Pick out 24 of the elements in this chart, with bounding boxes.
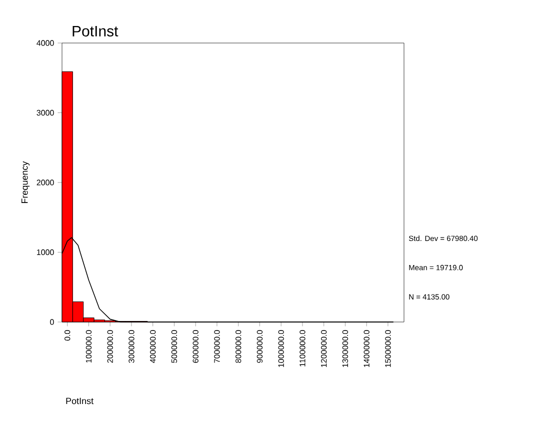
y-tick-label: 0: [50, 319, 54, 325]
x-tick-label: 500000.0: [171, 330, 178, 363]
x-tick-label: 600000.0: [192, 330, 198, 363]
y-tick-label: 4000: [36, 40, 54, 46]
x-tick-label: 900000.0: [256, 330, 263, 363]
x-tick-label: 700000.0: [214, 330, 220, 363]
y-tick-label: 1000: [37, 249, 54, 256]
y-tick-label: 2000: [36, 180, 54, 186]
x-tick-label: 1000000.0: [278, 330, 284, 367]
x-tick-label: 1200000.0: [321, 330, 327, 367]
x-axis-title: PotInst: [66, 398, 94, 404]
x-tick-label: 100000.0: [86, 330, 92, 363]
x-tick-label: 300000.0: [128, 330, 134, 363]
x-tick-label: 1300000.0: [342, 330, 348, 367]
x-tick-label: 0.0: [64, 330, 70, 341]
x-tick-label: 1100000.0: [300, 330, 306, 366]
y-axis-title: Frequency: [21, 161, 30, 204]
x-tick-label: 400000.0: [150, 330, 156, 363]
x-tick-label: 1500000.0: [385, 330, 391, 367]
x-tick-label: 200000.0: [107, 330, 113, 363]
chart-title: PotInst: [72, 26, 118, 36]
x-tick-label: 800000.0: [236, 330, 242, 363]
x-tick-label: 1400000.0: [364, 330, 370, 367]
y-tick-label: 3000: [36, 110, 54, 116]
